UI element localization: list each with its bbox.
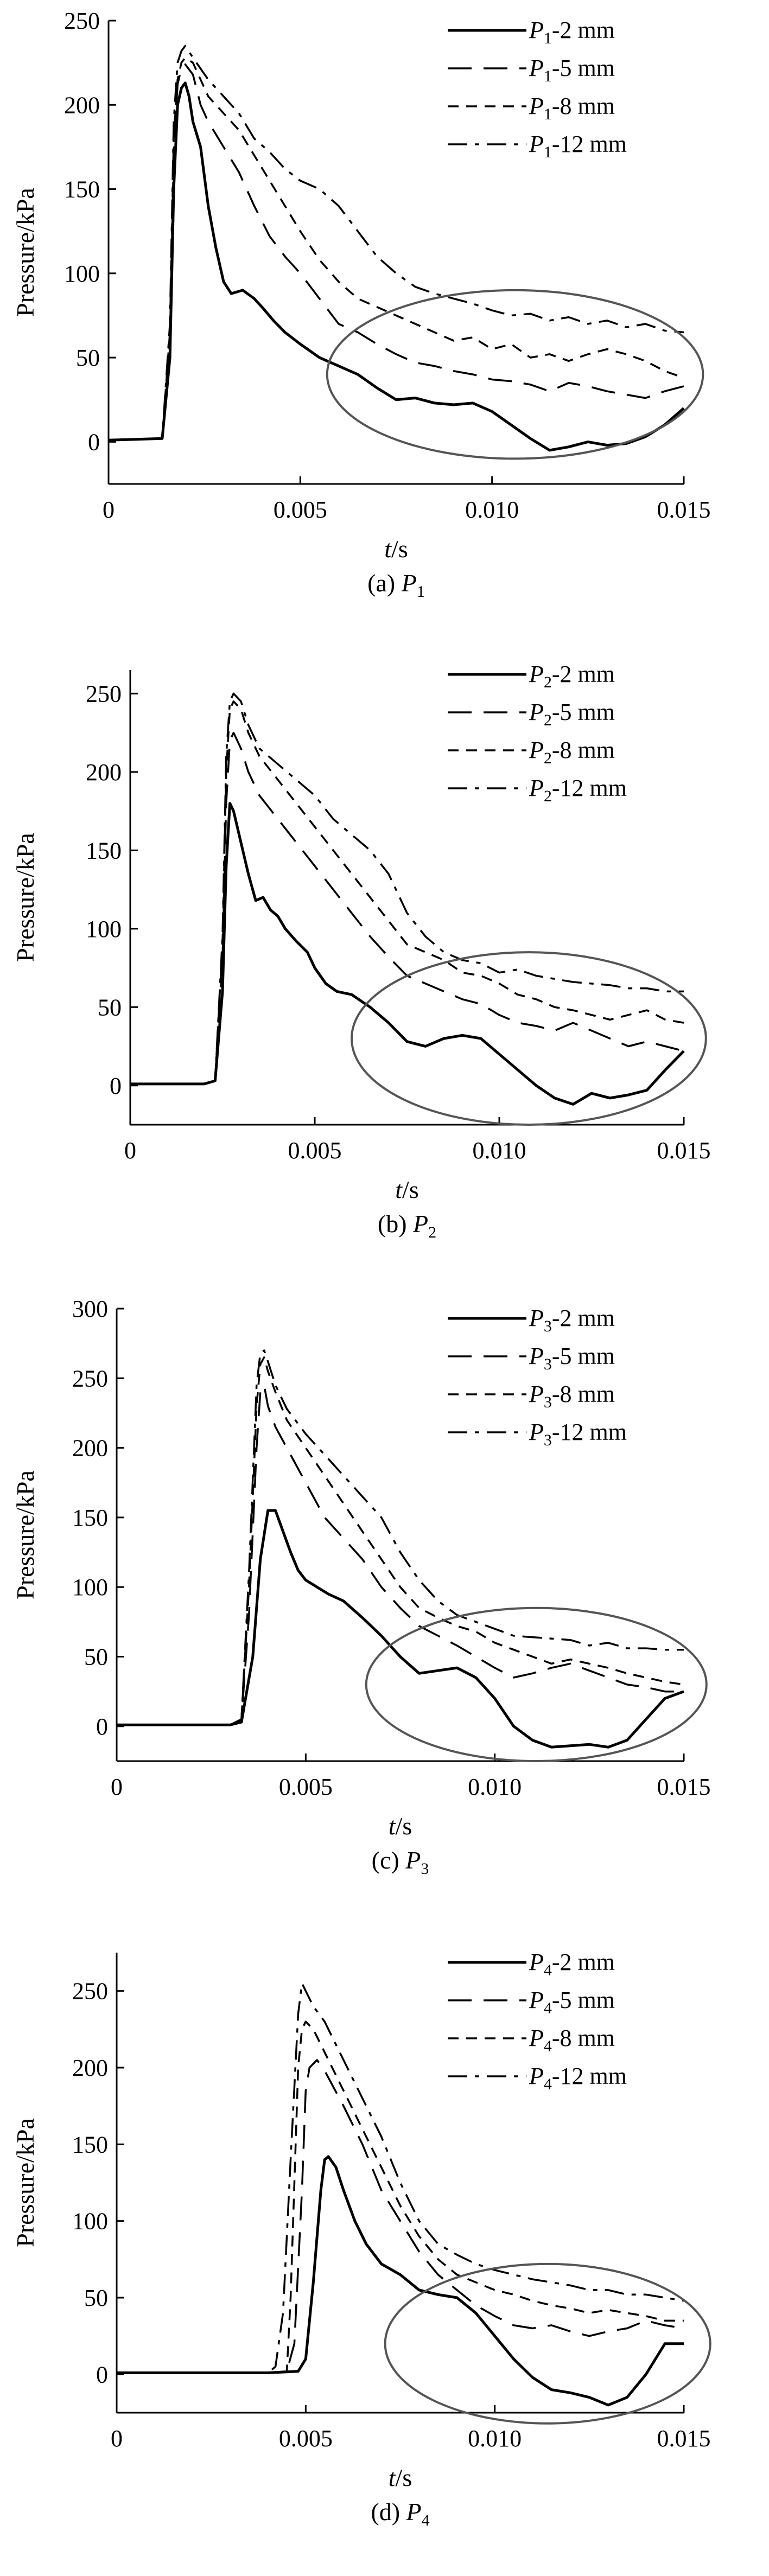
legend-label: P3-2 mm	[529, 1305, 615, 1335]
x-tick-label: 0.005	[279, 1774, 333, 1800]
chart-svg-c: 0 50 100 150 200 250 300 0 0.005 0.010 0.015 Pressu…	[11, 1296, 711, 1878]
series-line-12mm	[130, 692, 684, 1085]
chart-svg-a: 0 50 100 150 200 250 0 0.005 0.010 0.015 Pressure/…	[11, 8, 711, 601]
legend-label: P4-12 mm	[529, 2063, 627, 2093]
x-tick-label: 0.015	[657, 2425, 711, 2452]
y-tick-label: 50	[84, 2285, 108, 2311]
x-tick-label: 0.005	[288, 1137, 342, 1164]
series-line-2mm	[117, 2155, 684, 2407]
x-tick-label: 0.015	[657, 1774, 711, 1800]
panel-caption: (a) P1	[367, 569, 425, 601]
series-line-2mm	[130, 802, 685, 1106]
y-tick-label: 300	[72, 1296, 108, 1322]
series-line-8mm	[108, 56, 684, 442]
series-line-12mm	[117, 1982, 684, 2374]
y-tick-label: 150	[64, 176, 100, 203]
x-tick-label: 0.005	[274, 496, 327, 523]
legend-label: P1-2 mm	[529, 17, 615, 47]
panel-caption: (d) P4	[371, 2498, 429, 2529]
y-tick-label: 0	[88, 429, 100, 455]
y-tick-label: 0	[96, 2361, 108, 2388]
legend-label: P1-8 mm	[529, 93, 615, 123]
series-line-5mm	[117, 2059, 684, 2374]
y-tick-label: 250	[72, 1978, 108, 2005]
y-tick-label: 250	[86, 680, 122, 707]
chart-panel-d: 0 50 100 150 200 250 0 0.005 0.010 0.015 Pressure/…	[0, 1932, 769, 2576]
legend-label: P3-8 mm	[529, 1381, 615, 1411]
y-tick-label: 0	[110, 1073, 122, 1099]
legend-label: P3-12 mm	[529, 1419, 627, 1449]
chart-panel-b: 0 50 100 150 200 250 0 0.005 0.010 0.015 Pressure/…	[0, 644, 769, 1288]
y-tick-label: 100	[72, 2208, 108, 2235]
chart-svg-d: 0 50 100 150 200 250 0 0.005 0.010 0.015 Pressure/…	[11, 1949, 711, 2529]
series-line-8mm	[117, 2020, 684, 2374]
legend-label: P3-5 mm	[529, 1343, 615, 1373]
y-tick-label: 200	[72, 1435, 108, 1462]
series-line-8mm	[130, 700, 684, 1085]
x-tick-label: 0.005	[279, 2425, 333, 2452]
y-tick-label: 150	[72, 1504, 108, 1531]
y-tick-label: 100	[86, 916, 122, 942]
x-tick-label: 0	[111, 1774, 123, 1800]
x-tick-label: 0.010	[465, 496, 519, 523]
x-tick-label: 0	[103, 496, 115, 523]
legend-label: P2-12 mm	[529, 775, 627, 805]
x-axis-title: t/s	[384, 535, 408, 563]
y-tick-label: 50	[76, 345, 100, 371]
chart-panel-a: 0 50 100 150 200 250 0 0.005 0.010 0.015 Pressure/…	[0, 0, 769, 644]
series-line-12mm	[117, 1349, 684, 1726]
legend-label: P2-5 mm	[529, 699, 615, 729]
panel-caption: (c) P3	[372, 1846, 429, 1878]
highlight-ellipse	[384, 2262, 711, 2425]
highlight-ellipse	[365, 1606, 708, 1762]
x-tick-label: 0.010	[468, 1774, 522, 1800]
series-line-5mm	[108, 63, 684, 442]
y-tick-label: 100	[72, 1574, 108, 1601]
y-axis-title: Pressure/kPa	[11, 188, 39, 317]
chart-panel-c: 0 50 100 150 200 250 300 0 0.005 0.010 0.015 Pressu…	[0, 1288, 769, 1932]
y-tick-label: 200	[86, 759, 122, 786]
y-axis-title: Pressure/kPa	[11, 833, 39, 962]
y-tick-label: 200	[72, 2055, 108, 2081]
x-axis-title: t/s	[389, 1812, 412, 1840]
y-axis-title: Pressure/kPa	[11, 2118, 39, 2247]
highlight-ellipse	[326, 289, 704, 460]
y-axis-title: Pressure/kPa	[11, 1470, 39, 1599]
x-tick-label: 0.015	[657, 1137, 711, 1164]
y-tick-label: 0	[96, 1713, 108, 1740]
legend-label: P2-2 mm	[529, 661, 615, 691]
x-axis-title: t/s	[395, 1176, 418, 1203]
legend-label: P1-12 mm	[529, 131, 627, 161]
panel-caption: (b) P2	[378, 1210, 436, 1241]
legend-label: P4-5 mm	[529, 1987, 615, 2017]
series-line-8mm	[117, 1356, 684, 1726]
y-tick-label: 250	[64, 8, 100, 34]
y-tick-label: 150	[86, 837, 122, 864]
x-tick-label: 0.010	[473, 1137, 526, 1164]
x-tick-label: 0.015	[657, 496, 711, 523]
series-line-2mm	[108, 81, 685, 452]
chart-svg-b: 0 50 100 150 200 250 0 0.005 0.010 0.015 Pressure/…	[11, 661, 711, 1241]
y-tick-label: 50	[84, 1644, 108, 1670]
x-tick-label: 0	[111, 2425, 123, 2452]
y-tick-label: 250	[72, 1365, 108, 1392]
y-tick-label: 50	[98, 994, 122, 1021]
series-line-5mm	[117, 1384, 684, 1726]
x-tick-label: 0	[124, 1137, 136, 1164]
highlight-ellipse	[351, 951, 707, 1126]
legend-label: P4-2 mm	[529, 1949, 615, 1979]
series-line-2mm	[117, 1509, 684, 1749]
x-tick-label: 0.010	[468, 2425, 522, 2452]
legend-label: P1-5 mm	[529, 55, 615, 85]
legend-label: P2-8 mm	[529, 737, 615, 767]
x-axis-title: t/s	[389, 2464, 412, 2491]
y-tick-label: 100	[64, 260, 100, 287]
y-tick-label: 150	[72, 2131, 108, 2158]
legend-label: P4-8 mm	[529, 2025, 615, 2055]
y-tick-label: 200	[64, 92, 100, 118]
series-line-12mm	[108, 44, 684, 442]
